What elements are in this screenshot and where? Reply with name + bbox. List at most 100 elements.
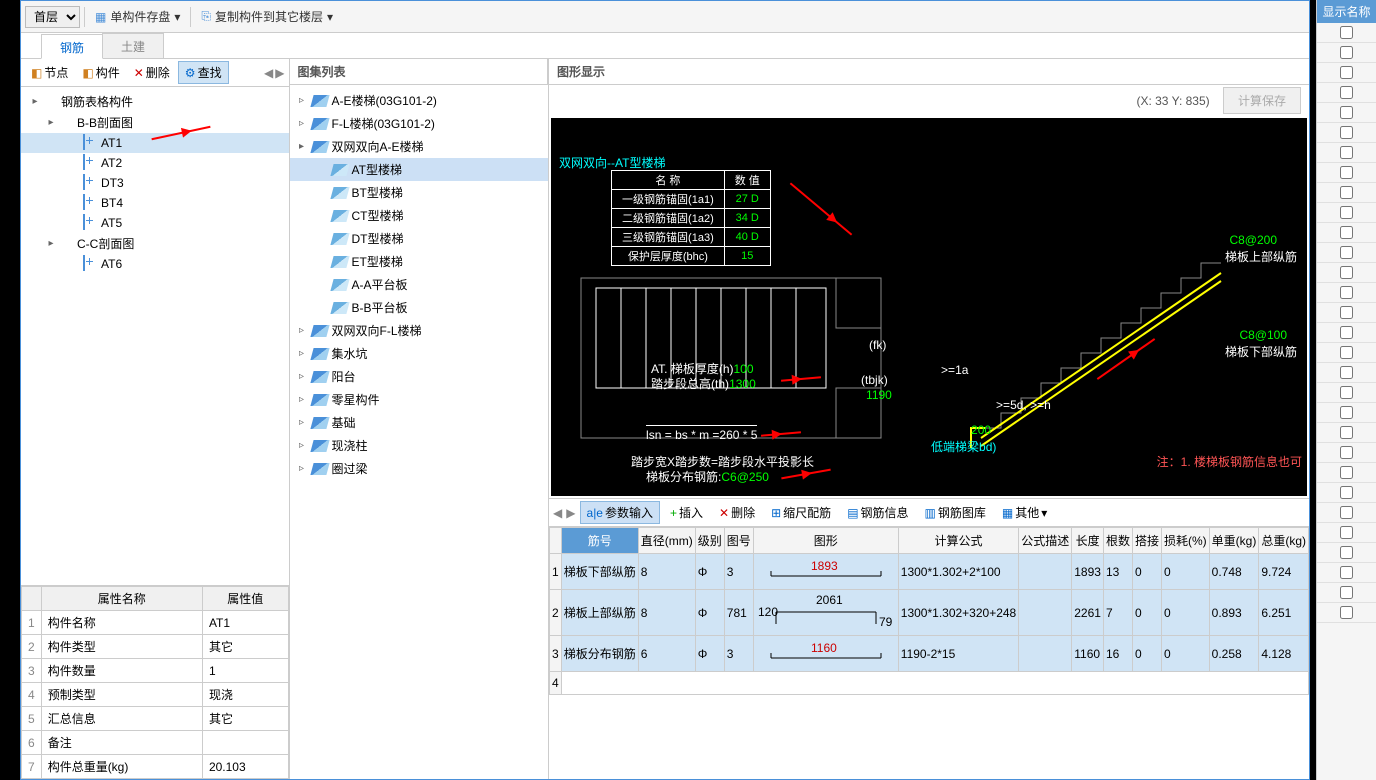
prev-icon[interactable]: ◀ <box>264 66 273 80</box>
gallery-group[interactable]: ▹双网双向F-L楼梯 <box>290 319 549 342</box>
gallery-group[interactable]: ▹基础 <box>290 411 549 434</box>
grid-header[interactable]: 级别 <box>695 528 724 554</box>
visibility-checkbox[interactable] <box>1340 286 1353 299</box>
visibility-row[interactable] <box>1317 543 1376 563</box>
gallery-group[interactable]: ▹现浇柱 <box>290 434 549 457</box>
tree-item-AT1[interactable]: AT1 <box>21 133 289 153</box>
prop-row[interactable]: 3构件数量1 <box>22 659 289 683</box>
visibility-checkbox[interactable] <box>1340 146 1353 159</box>
gallery-group[interactable]: ▹阳台 <box>290 365 549 388</box>
visibility-row[interactable] <box>1317 223 1376 243</box>
visibility-checkbox[interactable] <box>1340 426 1353 439</box>
tree-item-AT6[interactable]: AT6 <box>21 254 289 274</box>
visibility-checkbox[interactable] <box>1340 566 1353 579</box>
grid-header[interactable]: 搭接 <box>1132 528 1161 554</box>
visibility-row[interactable] <box>1317 343 1376 363</box>
tree-item-BT4[interactable]: BT4 <box>21 193 289 213</box>
visibility-row[interactable] <box>1317 163 1376 183</box>
visibility-checkbox[interactable] <box>1340 226 1353 239</box>
visibility-checkbox[interactable] <box>1340 126 1353 139</box>
tab-civil[interactable]: 土建 <box>102 33 164 58</box>
next-icon[interactable]: ▶ <box>275 66 284 80</box>
gallery-item[interactable]: AT型楼梯 <box>290 158 549 181</box>
visibility-checkbox[interactable] <box>1340 26 1353 39</box>
drawing-canvas[interactable]: 双网双向--AT型楼梯 名 称数 值 一级钢筋锚固(1a1)27 D二级钢筋锚固… <box>551 118 1307 496</box>
gallery-item[interactable]: BT型楼梯 <box>290 181 549 204</box>
gallery-item[interactable]: DT型楼梯 <box>290 227 549 250</box>
gallery-item[interactable]: CT型楼梯 <box>290 204 549 227</box>
gallery-group[interactable]: ▹F-L楼梯(03G101-2) <box>290 112 549 135</box>
visibility-checkbox[interactable] <box>1340 106 1353 119</box>
visibility-row[interactable] <box>1317 123 1376 143</box>
visibility-row[interactable] <box>1317 443 1376 463</box>
visibility-checkbox[interactable] <box>1340 546 1353 559</box>
visibility-row[interactable] <box>1317 243 1376 263</box>
gallery-item[interactable]: ET型楼梯 <box>290 250 549 273</box>
calc-save-button[interactable]: 计算保存 <box>1223 87 1301 114</box>
visibility-checkbox[interactable] <box>1340 246 1353 259</box>
visibility-row[interactable] <box>1317 463 1376 483</box>
visibility-row[interactable] <box>1317 583 1376 603</box>
find-button[interactable]: ⚙查找 <box>178 61 229 84</box>
gallery-group[interactable]: ▹集水坑 <box>290 342 549 365</box>
visibility-row[interactable] <box>1317 203 1376 223</box>
visibility-checkbox[interactable] <box>1340 206 1353 219</box>
prop-row[interactable]: 2构件类型其它 <box>22 635 289 659</box>
visibility-checkbox[interactable] <box>1340 386 1353 399</box>
scale-button[interactable]: ⊞缩尺配筋 <box>765 502 837 523</box>
visibility-checkbox[interactable] <box>1340 526 1353 539</box>
visibility-checkbox[interactable] <box>1340 266 1353 279</box>
visibility-row[interactable] <box>1317 423 1376 443</box>
grid-header[interactable]: 筋号 <box>561 528 638 554</box>
visibility-checkbox[interactable] <box>1340 406 1353 419</box>
grid-delete-button[interactable]: ✕删除 <box>713 502 761 523</box>
gallery-item[interactable]: A-A平台板 <box>290 273 549 296</box>
visibility-checkbox[interactable] <box>1340 66 1353 79</box>
grid-header[interactable]: 公式描述 <box>1019 528 1072 554</box>
grid-row[interactable]: 2梯板上部纵筋8Φ781 2061120791300*1.302+320+248… <box>550 590 1309 636</box>
node-button[interactable]: ◧节点 <box>25 62 74 83</box>
visibility-checkbox[interactable] <box>1340 166 1353 179</box>
visibility-checkbox[interactable] <box>1340 366 1353 379</box>
prop-row[interactable]: 5汇总信息其它 <box>22 707 289 731</box>
visibility-checkbox[interactable] <box>1340 86 1353 99</box>
rebar-info-button[interactable]: ▤钢筋信息 <box>841 502 914 523</box>
visibility-checkbox[interactable] <box>1340 186 1353 199</box>
visibility-row[interactable] <box>1317 43 1376 63</box>
visibility-checkbox[interactable] <box>1340 326 1353 339</box>
insert-button[interactable]: +插入 <box>664 502 709 523</box>
visibility-row[interactable] <box>1317 23 1376 43</box>
gallery-item[interactable]: B-B平台板 <box>290 296 549 319</box>
nav-right-icon[interactable]: ▶ <box>566 506 575 520</box>
rebar-lib-button[interactable]: ▥钢筋图库 <box>919 502 992 523</box>
tree-section-bb[interactable]: ▸ B-B剖面图 <box>21 112 289 133</box>
grid-header[interactable]: 根数 <box>1103 528 1132 554</box>
grid-header[interactable]: 图号 <box>724 528 753 554</box>
grid-header[interactable]: 长度 <box>1072 528 1104 554</box>
floor-select[interactable]: 首层 <box>25 6 80 28</box>
visibility-row[interactable] <box>1317 183 1376 203</box>
grid-header[interactable]: 图形 <box>753 528 898 554</box>
visibility-row[interactable] <box>1317 63 1376 83</box>
visibility-row[interactable] <box>1317 603 1376 623</box>
visibility-row[interactable] <box>1317 83 1376 103</box>
visibility-checkbox[interactable] <box>1340 606 1353 619</box>
save-component-button[interactable]: ▦ 单构件存盘 ▾ <box>89 5 186 29</box>
visibility-row[interactable] <box>1317 563 1376 583</box>
visibility-row[interactable] <box>1317 263 1376 283</box>
tab-rebar[interactable]: 钢筋 <box>41 34 103 59</box>
grid-header[interactable]: 计算公式 <box>898 528 1018 554</box>
gallery-group[interactable]: ▹圈过梁 <box>290 457 549 480</box>
visibility-checkbox[interactable] <box>1340 486 1353 499</box>
tree-item-DT3[interactable]: DT3 <box>21 173 289 193</box>
visibility-row[interactable] <box>1317 363 1376 383</box>
visibility-checkbox[interactable] <box>1340 346 1353 359</box>
visibility-row[interactable] <box>1317 303 1376 323</box>
grid-header[interactable]: 单重(kg) <box>1209 528 1259 554</box>
tree-item-AT2[interactable]: AT2 <box>21 153 289 173</box>
prop-row[interactable]: 4预制类型现浇 <box>22 683 289 707</box>
visibility-checkbox[interactable] <box>1340 46 1353 59</box>
visibility-checkbox[interactable] <box>1340 466 1353 479</box>
prop-row[interactable]: 7构件总重量(kg)20.103 <box>22 755 289 779</box>
param-input-button[interactable]: a|e参数输入 <box>580 501 660 524</box>
